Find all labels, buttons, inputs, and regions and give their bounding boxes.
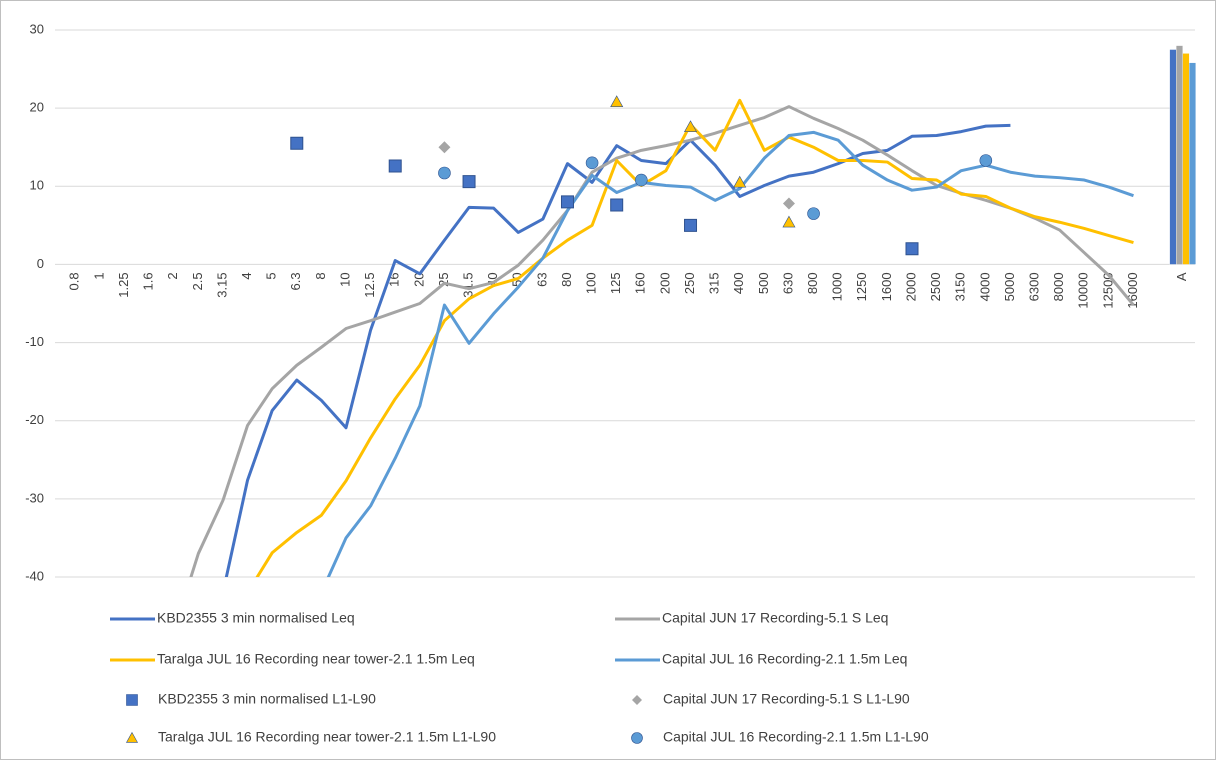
x-tick-label: 2 xyxy=(165,272,180,279)
x-tick-label: 5 xyxy=(264,272,279,279)
x-tick-label: 1000 xyxy=(830,272,845,301)
x-tick-label: 10000 xyxy=(1076,272,1091,308)
marker xyxy=(684,120,698,132)
marker xyxy=(388,159,402,173)
marker xyxy=(560,195,574,209)
x-tick-label: 3.15 xyxy=(214,272,229,297)
marker xyxy=(782,215,796,228)
x-tick-label: 20 xyxy=(411,272,426,286)
x-tick-label: 8000 xyxy=(1051,272,1066,301)
x-tick-label: 315 xyxy=(707,272,722,294)
x-tick-label: 630 xyxy=(780,272,795,294)
x-tick-label: 800 xyxy=(805,272,820,294)
legend-label: Taralga JUL 16 Recording near tower-2.1 … xyxy=(158,729,496,745)
x-tick-label: 4 xyxy=(239,272,254,279)
x-tick-label: 6300 xyxy=(1026,272,1041,301)
marker xyxy=(807,207,820,220)
marker xyxy=(290,136,304,150)
legend-label: Capital JUL 16 Recording-2.1 1.5m L1-L90 xyxy=(663,729,929,745)
x-tick-label: 0.8 xyxy=(67,272,82,290)
x-tick-label: 125 xyxy=(608,272,623,294)
x-tick-label: 10 xyxy=(337,272,352,286)
x-tick-label: 160 xyxy=(633,272,648,294)
bar xyxy=(1176,45,1183,265)
marker xyxy=(462,175,476,189)
line xyxy=(326,130,1134,577)
y-tick-label: -10 xyxy=(25,334,44,349)
marker xyxy=(905,242,919,256)
x-tick-label: 8 xyxy=(313,272,328,279)
x-tick-label: 4000 xyxy=(977,272,992,301)
marker xyxy=(585,156,599,170)
y-tick-label: -40 xyxy=(25,568,44,583)
y-tick-label: 10 xyxy=(30,178,44,193)
x-tick-label: 200 xyxy=(657,272,672,294)
legend-label: Capital JUN 17 Recording-5.1 S Leq xyxy=(662,610,888,626)
bar xyxy=(1189,62,1196,265)
y-tick-label: -30 xyxy=(25,490,44,505)
x-tick-label: 100 xyxy=(584,272,599,294)
bar xyxy=(1169,49,1177,265)
x-tick-label: 63 xyxy=(534,272,549,286)
marker xyxy=(438,166,451,180)
y-tick-label: 20 xyxy=(30,100,44,115)
x-tick-label: 2000 xyxy=(903,272,918,301)
x-tick-label: 1 xyxy=(91,272,106,279)
legend-swatch xyxy=(631,732,643,744)
y-tick-label: 0 xyxy=(37,256,44,271)
legend-swatch xyxy=(126,694,138,706)
marker xyxy=(610,95,624,107)
legend-label: Taralga JUL 16 Recording near tower-2.1 … xyxy=(157,651,475,667)
marker xyxy=(684,218,698,232)
marker xyxy=(438,141,451,154)
y-tick-label: -20 xyxy=(25,412,44,427)
marker xyxy=(782,197,795,210)
x-tick-label: 1600 xyxy=(879,272,894,301)
x-tick-label: 1250 xyxy=(854,272,869,301)
bar xyxy=(1182,53,1190,265)
line xyxy=(189,105,1135,577)
marker xyxy=(610,198,624,212)
plot-area xyxy=(189,45,1196,577)
marker xyxy=(979,154,993,167)
x-tick-label: 2500 xyxy=(928,272,943,301)
x-tick-label: 1.25 xyxy=(116,272,131,297)
x-tick-label: 2.5 xyxy=(190,272,205,290)
x-tick-label: 12500 xyxy=(1100,272,1115,308)
marker xyxy=(733,175,747,188)
x-tick-label: 80 xyxy=(559,272,574,286)
legend-label: KBD2355 3 min normalised Leq xyxy=(157,610,355,626)
y-tick-label: 30 xyxy=(30,21,44,36)
legend-label: Capital JUL 16 Recording-2.1 1.5m Leq xyxy=(662,651,907,667)
x-tick-label: 250 xyxy=(682,272,697,294)
x-tick-label: 500 xyxy=(756,272,771,294)
legend-label: Capital JUN 17 Recording-5.1 S L1-L90 xyxy=(663,691,910,707)
x-tick-label: 6.3 xyxy=(288,272,303,290)
x-tick-label: A xyxy=(1174,272,1189,281)
x-tick-label: 400 xyxy=(731,272,746,294)
x-tick-label: 5000 xyxy=(1002,272,1017,301)
x-tick-label: 31.5 xyxy=(460,272,475,297)
marker xyxy=(635,173,648,187)
legend-swatch xyxy=(632,695,642,705)
x-tick-label: 1.6 xyxy=(141,272,156,290)
x-tick-label: 3150 xyxy=(953,272,968,301)
x-tick-label: 12.5 xyxy=(362,272,377,297)
legend-swatch xyxy=(125,731,139,743)
legend-label: KBD2355 3 min normalised L1-L90 xyxy=(158,691,376,707)
